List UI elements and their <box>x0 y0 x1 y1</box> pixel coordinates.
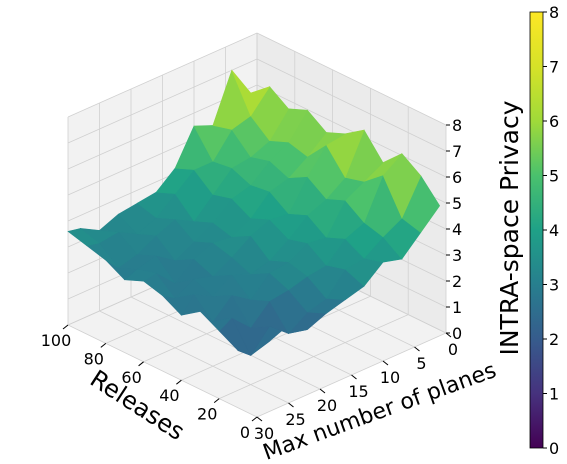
y-tick-label: 0 <box>448 340 458 359</box>
colorbar-tick-label: 0 <box>549 439 559 458</box>
y-tick-mark <box>351 374 357 380</box>
z-tick-label: 7 <box>452 142 462 161</box>
x-tick-mark <box>176 379 182 385</box>
y-tick-label: 10 <box>380 368 400 387</box>
x-tick-label: 20 <box>197 405 217 424</box>
y-tick-mark <box>382 360 389 366</box>
y-tick-mark <box>256 416 263 422</box>
colorbar-tick-label: 2 <box>549 330 559 349</box>
y-tick-label: 25 <box>285 410 305 429</box>
colorbar-tick-label: 4 <box>549 221 559 240</box>
colorbar: 0 1 2 3 4 5 6 7 8 <box>529 3 559 458</box>
gridline-planes-floor <box>67 324 258 418</box>
y-tick-label: 20 <box>317 396 337 415</box>
z-tick-label: 6 <box>452 168 462 187</box>
x-tick-mark <box>213 398 220 403</box>
y-tick-mark <box>288 402 294 408</box>
x-tick-label: 60 <box>121 368 141 387</box>
z-tick-label: 3 <box>452 246 462 265</box>
colorbar-tick-label: 5 <box>549 167 559 186</box>
y-tick-mark <box>414 346 420 352</box>
colorbar-tick-label: 8 <box>549 3 559 22</box>
colorbar-tick-label: 1 <box>549 385 559 404</box>
z-tick-label: 5 <box>452 194 462 213</box>
z-tick-label: 8 <box>452 116 462 135</box>
y-tick-label: 15 <box>348 382 368 401</box>
gridline-z-left <box>67 32 258 118</box>
surface-plot <box>67 69 441 357</box>
z-tick-label: 2 <box>452 272 462 291</box>
colorbar-ticks: 0 1 2 3 4 5 6 7 8 <box>543 3 559 458</box>
z-tick-label: 0 <box>452 324 462 343</box>
x-tick-label: 0 <box>240 423 250 442</box>
z-tick-label: 1 <box>452 298 462 317</box>
x-tick-mark <box>100 343 107 348</box>
x-tick-mark <box>251 416 258 422</box>
gridline-planes-floor <box>130 296 321 390</box>
colorbar-gradient <box>529 11 544 449</box>
x-tick-label: 80 <box>84 349 104 368</box>
y-tick-label: 5 <box>416 354 426 373</box>
x-tick-mark <box>138 361 144 367</box>
z-tick-label: 4 <box>452 220 462 239</box>
gridline-z-back <box>256 84 447 178</box>
colorbar-tick-label: 6 <box>549 112 559 131</box>
gridline-z-left <box>67 58 258 144</box>
surface-patch <box>231 70 271 117</box>
y-tick-mark <box>445 332 452 338</box>
x-tick-label: 40 <box>159 386 179 405</box>
gridline-z-back <box>256 58 447 152</box>
gridline-z-back <box>256 32 447 126</box>
colorbar-tick-label: 7 <box>549 58 559 77</box>
x-tick-mark <box>62 324 69 330</box>
gridline-planes-floor <box>99 310 289 404</box>
y-tick-mark <box>319 388 326 394</box>
z-axis-label: INTRA-space Privacy <box>495 100 524 355</box>
y-tick-label: 30 <box>254 424 274 443</box>
x-tick-label: 100 <box>41 331 72 350</box>
colorbar-tick-label: 3 <box>549 276 559 295</box>
